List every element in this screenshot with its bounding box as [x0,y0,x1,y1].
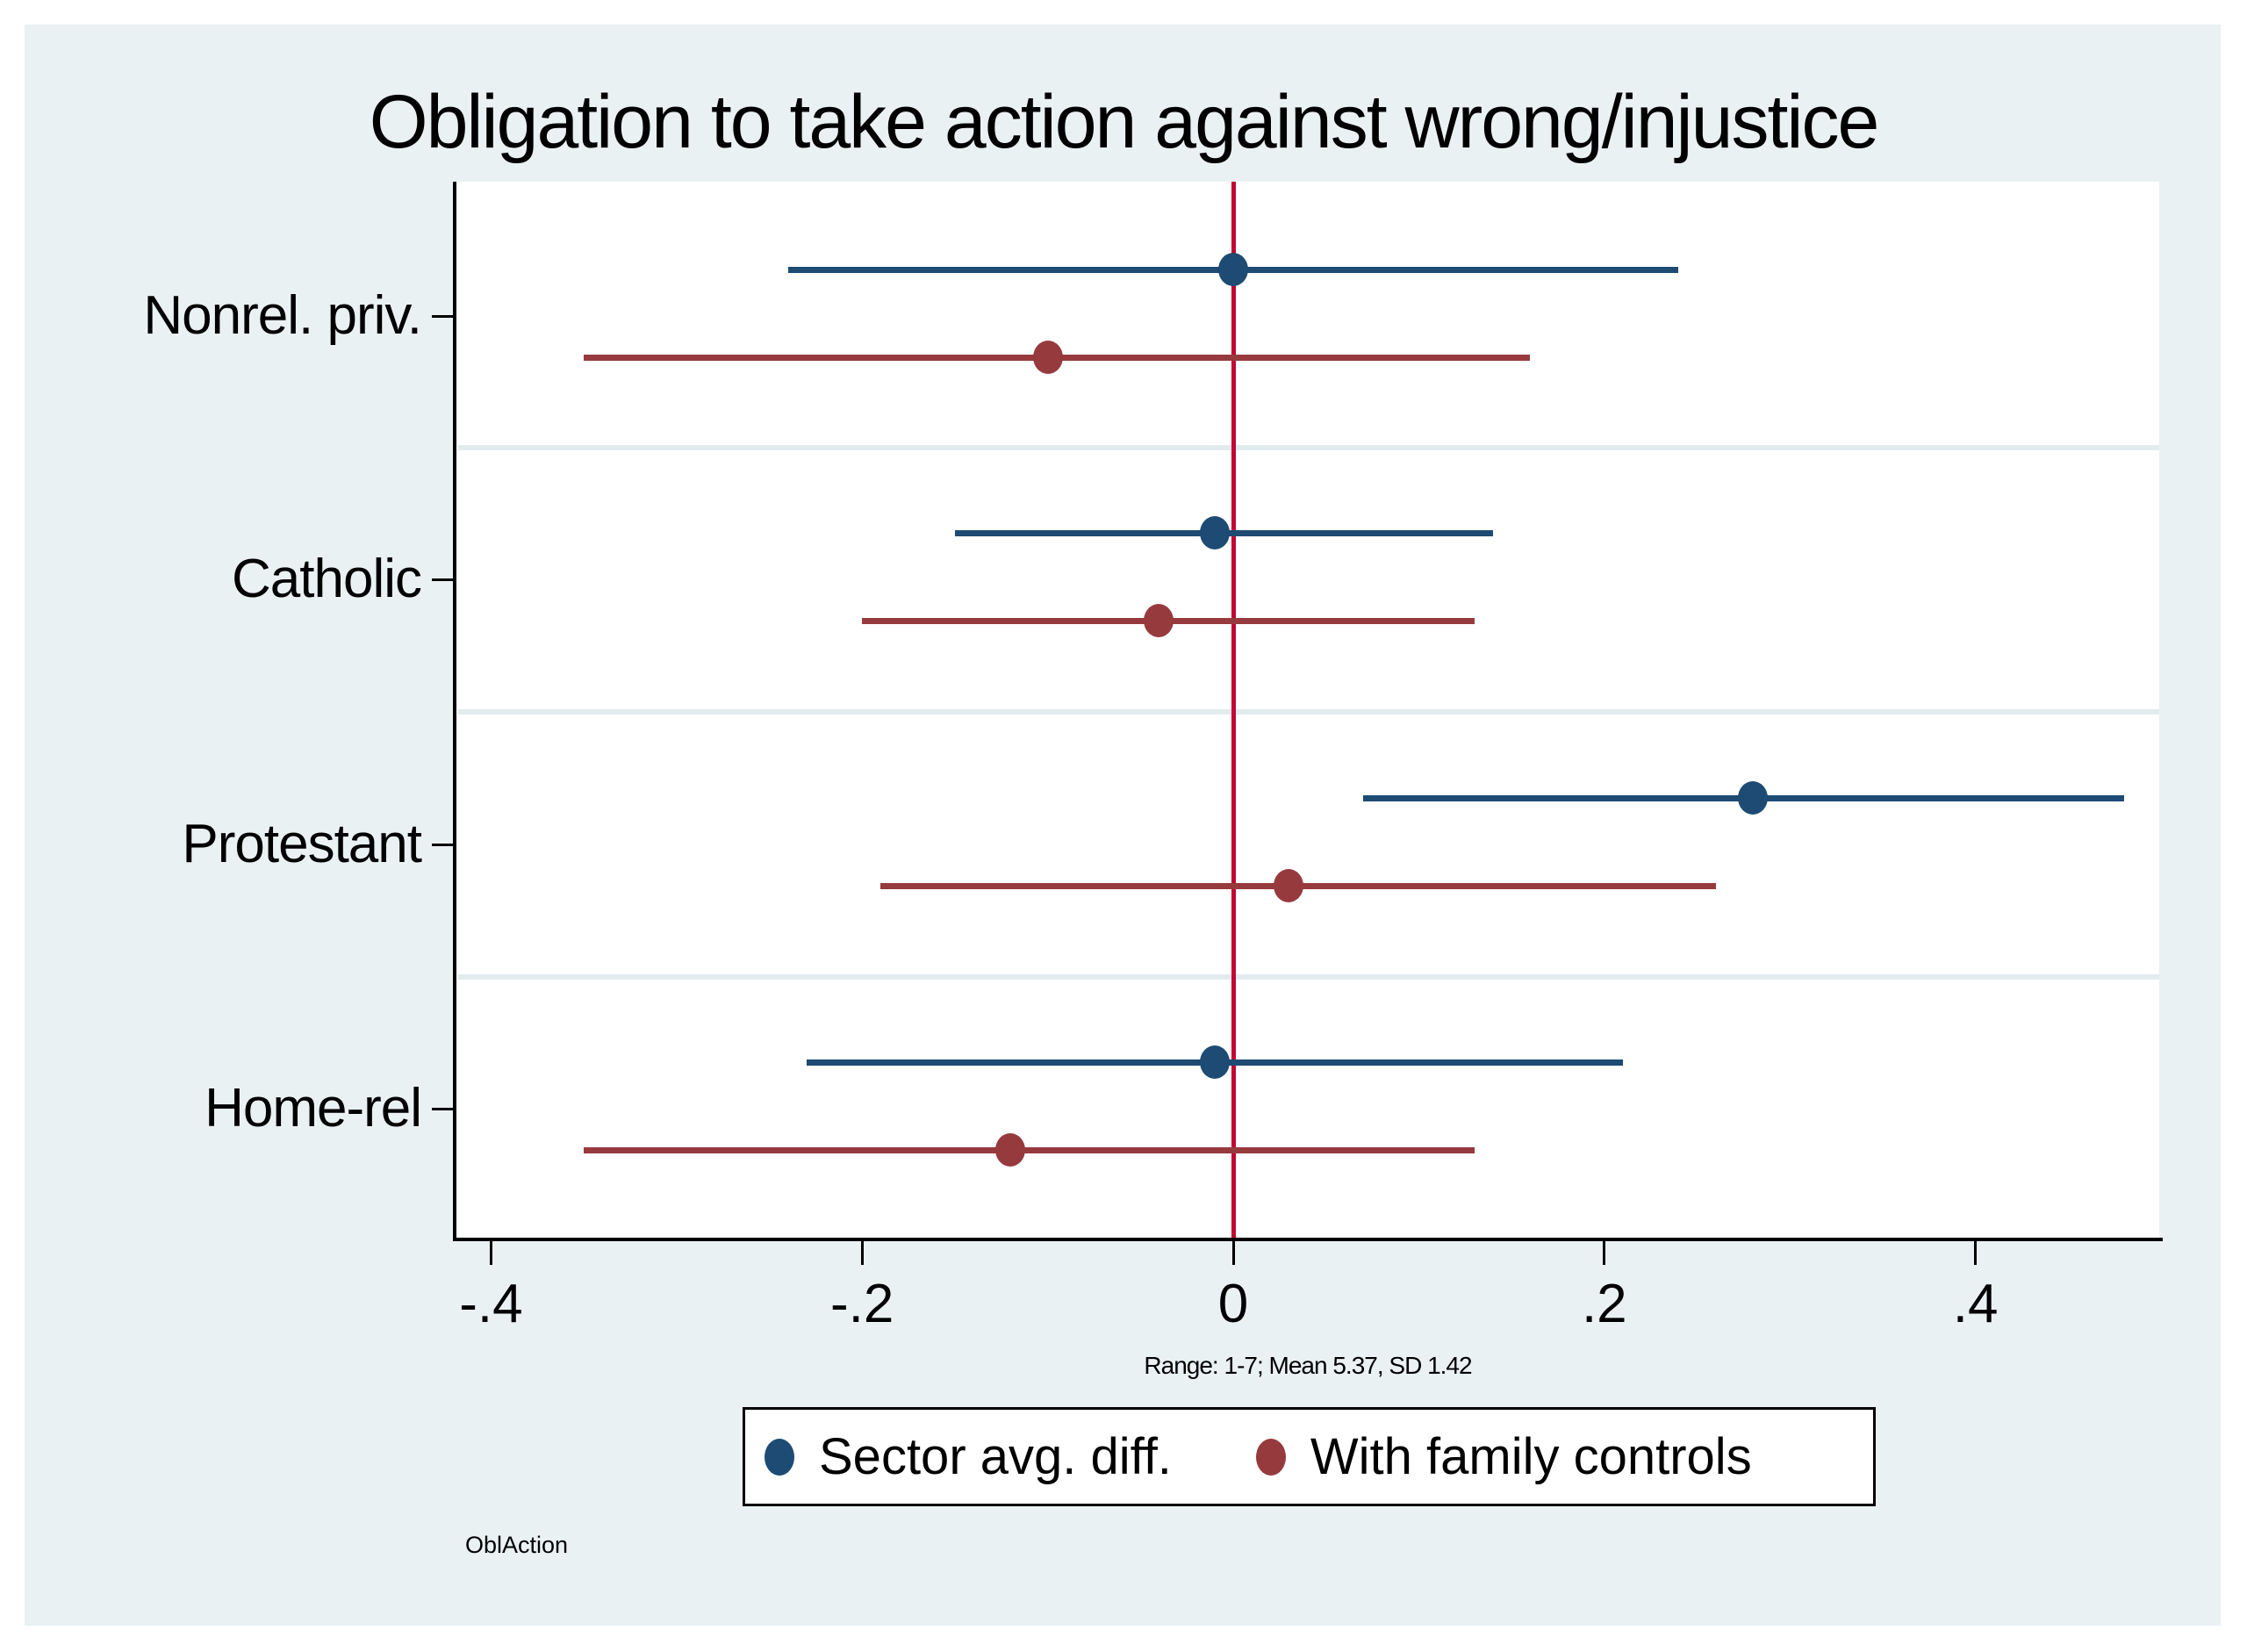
estimate-marker [1144,604,1174,637]
legend-marker-icon [1255,1438,1286,1476]
x-tick-label: 0 [1217,1274,1249,1334]
category-label: Home-rel [205,1078,422,1138]
estimate-marker [1737,781,1768,815]
y-axis-line [453,182,456,1241]
x-tick [860,1241,864,1265]
y-tick [432,1107,453,1110]
y-tick [432,578,453,581]
x-axis-note: Range: 1-7; Mean 5.37, SD 1.42 [1144,1352,1472,1379]
estimate-marker [1199,516,1230,549]
x-tick [1231,1241,1235,1265]
x-axis-line [453,1238,2163,1241]
legend-entry-sector: Sector avg. diff. [765,1427,1172,1486]
legend-entry-family: With family controls [1255,1427,1752,1486]
x-tick-label: -.4 [459,1274,523,1334]
estimate-marker [1218,253,1248,286]
x-tick-label: .2 [1581,1274,1627,1334]
x-tick [1603,1241,1606,1265]
chart-title: Obligation to take action against wrong/… [369,80,1880,164]
variable-name-label: OblAction [465,1532,569,1558]
legend-label: Sector avg. diff. [819,1428,1172,1485]
x-tick-label: -.2 [830,1274,894,1334]
estimate-marker [1032,341,1063,374]
x-tick-label: .4 [1952,1274,1999,1334]
category-label: Nonrel. priv. [143,285,422,346]
legend-marker-icon [765,1438,794,1476]
estimate-marker [1199,1045,1230,1079]
estimate-marker [995,1133,1026,1167]
band-separator-line [458,709,2159,715]
x-tick [489,1241,492,1265]
x-tick [1974,1241,1978,1265]
zero-reference-line [1231,182,1236,1238]
category-label: Catholic [232,549,422,609]
legend-label: With family controls [1310,1428,1752,1485]
category-label: Protestant [182,814,422,874]
y-tick [432,314,453,318]
estimate-marker [1274,869,1304,902]
band-separator-line [458,973,2159,980]
legend: Sector avg. diff. With family controls [743,1407,1876,1506]
y-tick [432,843,453,846]
ci-line [584,1147,1475,1153]
band-separator-line [458,445,2159,450]
